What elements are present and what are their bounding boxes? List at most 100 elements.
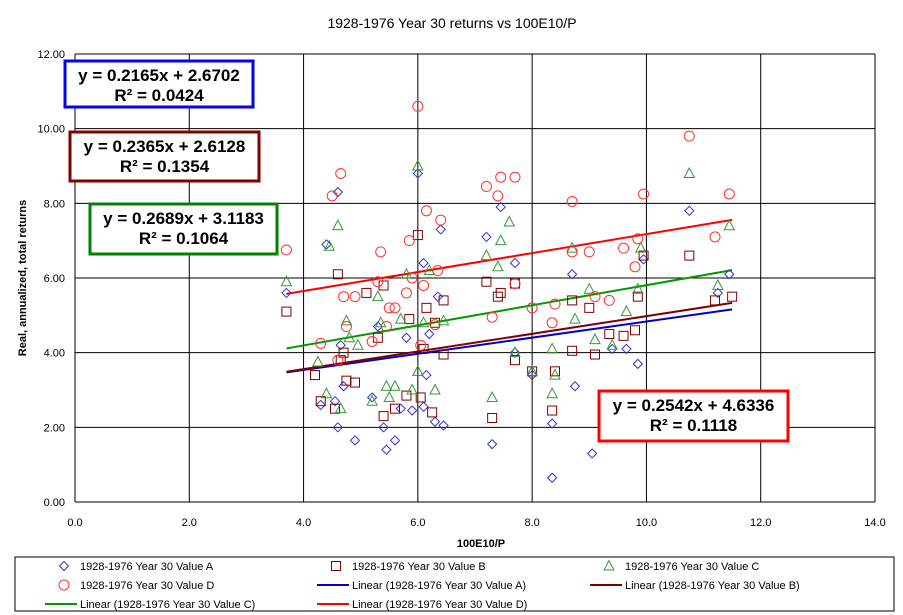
data-point-circle [566,246,578,258]
trendline-r-squared: R² = 0.1354 [120,157,210,176]
data-point-diamond [424,328,435,340]
data-point-square [438,295,449,306]
data-point-triangle [332,219,344,231]
data-point-square [727,291,738,302]
data-point-circle [432,265,444,277]
data-point-diamond [315,399,326,411]
y-axis-ticks: 0.00 2.00 4.00 6.00 8.00 10.00 12.00 [37,49,65,509]
y-tick-label: 12.00 [37,49,65,61]
trendline-r-squared: R² = 0.0424 [114,86,204,105]
trendline-equation: y = 0.2365x + 2.6128 [84,137,246,156]
data-point-square [390,403,400,414]
data-point-circle [495,171,507,183]
data-point-triangle [683,166,696,178]
data-point-circle [375,246,387,258]
data-point-square [378,411,389,422]
x-tick-label: 4.0 [296,517,311,529]
legend-label: 1928-1976 Year 30 Value C [625,561,759,573]
data-point-circle [632,233,644,245]
data-point-triangle [712,278,724,290]
data-point-square [567,295,578,306]
data-point-square [584,302,595,313]
data-point-diamond [712,287,724,299]
data-point-square [418,343,429,354]
data-point-circle [429,319,441,331]
data-point-diamond [381,444,392,455]
data-point-triangle [343,331,356,343]
data-point-diamond [321,239,332,250]
data-point-diamond [526,369,538,381]
legend-label: Linear (1928-1976 Year 30 Value B) [625,580,800,592]
legend-marker [58,579,70,591]
data-point-diamond [395,403,406,414]
equation-box [68,130,261,183]
data-point-circle [603,294,615,306]
data-point-diamond [429,416,441,427]
data-point-circle [486,311,498,323]
data-point-triangle [486,390,498,402]
y-tick-label: 2.00 [44,422,65,434]
legend-box [14,556,895,612]
data-point-triangle [320,387,333,399]
data-point-circle [326,190,338,202]
data-point-circle [509,278,521,290]
data-point-diamond [418,401,429,413]
data-points [280,100,738,483]
data-point-diamond [372,321,384,332]
data-point-diamond [432,291,444,302]
data-point-circle [589,291,601,303]
data-point-circle [435,214,447,226]
data-point-triangle [323,239,336,251]
y-tick-label: 10.00 [37,124,65,136]
y-axis-label: Real, annualized, total returns [17,200,29,356]
data-point-triangle [492,260,504,272]
data-point-triangle [372,290,384,302]
data-point-square [378,280,389,291]
data-point-triangle [412,364,424,376]
data-point-circle [683,130,695,142]
data-point-square [567,345,578,356]
data-point-diamond [332,422,344,433]
data-point-triangle [383,390,396,402]
data-point-triangle [583,282,596,294]
data-point-triangle [400,267,413,279]
data-point-circle [400,287,412,299]
data-point-circle [366,335,378,347]
data-point-triangle [546,387,558,399]
equation-box [63,59,255,109]
data-point-circle [412,100,424,112]
trendline-equation: y = 0.2689x + 3.1183 [103,209,264,228]
data-point-square [510,355,520,366]
data-point-circle [638,188,650,200]
data-point-diamond [435,224,446,235]
data-point-square [310,370,320,381]
trendline [286,301,733,373]
legend-marker [58,560,70,572]
data-point-circle [549,298,561,310]
data-point-square [547,405,558,416]
data-point-diamond [546,472,558,483]
data-point-circle [349,291,361,303]
data-point-triangle [503,215,516,227]
legend-label: 1928-1976 Year 30 Value B [352,561,486,573]
x-tick-label: 8.0 [524,517,539,529]
data-point-triangle [280,275,293,287]
data-point-circle [546,317,558,329]
data-point-square [492,291,503,302]
data-point-circle [335,167,347,179]
data-point-circle [583,246,595,258]
data-point-square [415,392,426,403]
data-point-triangle [589,333,601,345]
data-point-diamond [509,257,521,269]
legend-label: Linear (1928-1976 Year 30 Value C) [80,599,255,611]
data-point-diamond [495,201,506,213]
data-point-square [281,306,292,317]
data-point-triangle [374,316,387,328]
x-tick-label: 6.0 [410,517,425,529]
data-point-diamond [606,343,618,355]
data-point-square [684,250,695,261]
data-point-circle [418,279,430,291]
data-point-diamond [389,435,401,446]
